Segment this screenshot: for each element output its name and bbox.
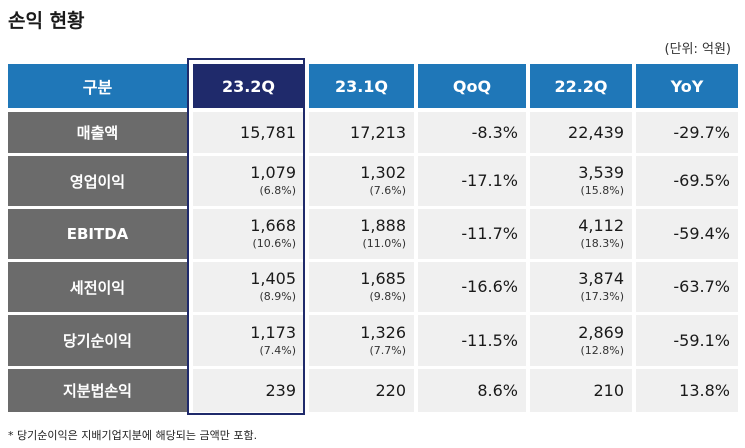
table-cell: -63.7% — [636, 262, 738, 312]
cell-value: 1,405 — [250, 269, 296, 288]
table-cell: 1,685 (9.8%) — [309, 262, 414, 312]
table-cell: 220 — [309, 369, 414, 412]
table-cell: 239 — [193, 369, 304, 412]
table-cell: -17.1% — [418, 156, 526, 206]
cell-value: 239 — [265, 380, 296, 400]
table-cell: 4,112 (18.3%) — [530, 209, 632, 259]
row-label: 당기순이익 — [8, 315, 187, 366]
header-column-3: QoQ — [418, 64, 526, 108]
table-cell: 1,326 (7.7%) — [309, 315, 414, 366]
header-column-4: 22.2Q — [530, 64, 632, 108]
cell-margin: (17.3%) — [580, 290, 624, 303]
cell-value: -63.7% — [673, 277, 730, 296]
cell-margin: (11.0%) — [362, 237, 406, 250]
cell-margin: (7.4%) — [259, 343, 296, 357]
cell-value: 220 — [375, 380, 406, 400]
cell-value: 1,888 — [360, 216, 406, 235]
header-column-2: 23.1Q — [309, 64, 414, 108]
cell-value: 2,869 — [578, 322, 624, 342]
row-label: EBITDA — [8, 209, 187, 259]
cell-margin: (7.6%) — [369, 184, 406, 197]
table-cell: 3,539 (15.8%) — [530, 156, 632, 206]
cell-value: -8.3% — [471, 122, 518, 142]
header-label-cell: 구분 — [8, 64, 187, 108]
cell-value: -29.7% — [673, 122, 730, 142]
cell-value: 22,439 — [568, 122, 624, 142]
table-cell: 17,213 — [309, 112, 414, 153]
cell-value: -17.1% — [461, 171, 518, 190]
cell-value: 1,685 — [360, 269, 406, 288]
cell-margin: (18.3%) — [580, 237, 624, 250]
table-cell: 1,302 (7.6%) — [309, 156, 414, 206]
cell-value: -11.7% — [461, 224, 518, 243]
cell-margin: (12.8%) — [580, 343, 624, 357]
unit-label: (단위: 억원) — [664, 42, 732, 57]
header-column-1: 23.2Q — [193, 64, 304, 108]
table-cell: -69.5% — [636, 156, 738, 206]
cell-value: -11.5% — [461, 330, 518, 350]
table-cell: -29.7% — [636, 112, 738, 153]
cell-value: -59.1% — [673, 330, 730, 350]
header-column-5: YoY — [636, 64, 738, 108]
table-cell: 8.6% — [418, 369, 526, 412]
footnote: * 당기순이익은 지배기업지분에 해당되는 금액만 포함. — [8, 429, 258, 442]
cell-value: -16.6% — [461, 277, 518, 296]
table-cell: 1,668 (10.6%) — [193, 209, 304, 259]
cell-value: -59.4% — [673, 224, 730, 243]
row-label: 세전이익 — [8, 262, 187, 312]
cell-margin: (15.8%) — [580, 184, 624, 197]
cell-value: 3,539 — [578, 163, 624, 182]
table-cell: 1,079 (6.8%) — [193, 156, 304, 206]
cell-margin: (8.9%) — [259, 290, 296, 303]
cell-value: 210 — [593, 380, 624, 400]
cell-margin: (7.7%) — [369, 343, 406, 357]
table-cell: -16.6% — [418, 262, 526, 312]
cell-value: -69.5% — [673, 171, 730, 190]
table-cell: -59.1% — [636, 315, 738, 366]
cell-margin: (6.8%) — [259, 184, 296, 197]
cell-value: 8.6% — [477, 380, 518, 400]
row-label: 매출액 — [8, 112, 187, 153]
table-cell: 1,888 (11.0%) — [309, 209, 414, 259]
table-cell: -11.7% — [418, 209, 526, 259]
cell-value: 1,302 — [360, 163, 406, 182]
cell-margin: (10.6%) — [252, 237, 296, 250]
table-cell: 210 — [530, 369, 632, 412]
table-cell: -59.4% — [636, 209, 738, 259]
table-cell: 1,173 (7.4%) — [193, 315, 304, 366]
cell-value: 1,326 — [360, 322, 406, 342]
table-cell: -8.3% — [418, 112, 526, 153]
table-cell: 3,874 (17.3%) — [530, 262, 632, 312]
cell-value: 1,173 — [250, 322, 296, 342]
cell-margin: (9.8%) — [369, 290, 406, 303]
cell-value: 13.8% — [679, 380, 730, 400]
row-label: 영업이익 — [8, 156, 187, 206]
table-cell: -11.5% — [418, 315, 526, 366]
cell-value: 3,874 — [578, 269, 624, 288]
cell-value: 17,213 — [350, 122, 406, 142]
cell-value: 1,668 — [250, 216, 296, 235]
table-cell: 13.8% — [636, 369, 738, 412]
cell-value: 1,079 — [250, 163, 296, 182]
cell-value: 4,112 — [578, 216, 624, 235]
row-label: 지분법손익 — [8, 369, 187, 412]
table-cell: 1,405 (8.9%) — [193, 262, 304, 312]
table-cell: 2,869 (12.8%) — [530, 315, 632, 366]
cell-value: 15,781 — [240, 122, 296, 142]
table-cell: 22,439 — [530, 112, 632, 153]
table-cell: 15,781 — [193, 112, 304, 153]
page-title: 손익 현황 — [8, 10, 85, 32]
